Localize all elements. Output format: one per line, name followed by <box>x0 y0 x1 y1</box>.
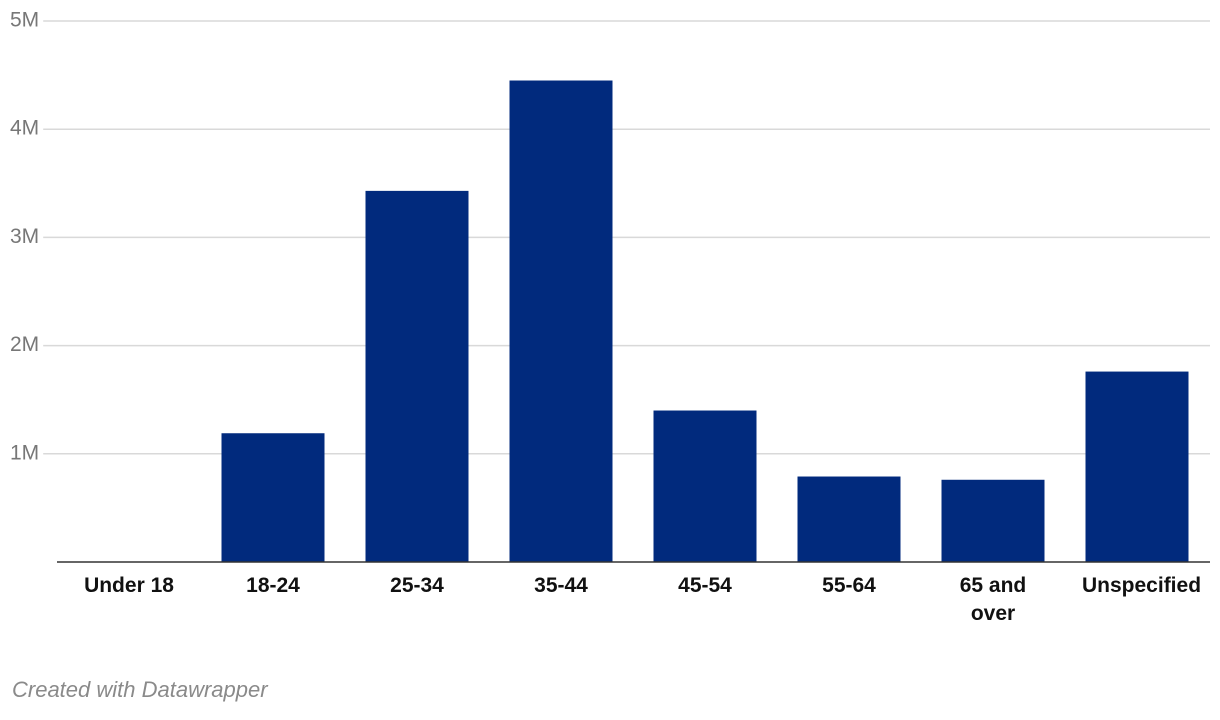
x-tick-label: 65 and over <box>959 574 1027 625</box>
tick-label-bg <box>8 121 44 138</box>
bar <box>221 433 325 562</box>
tick-label-bg <box>8 229 44 246</box>
x-tick-label-box: 25-34 <box>345 572 489 600</box>
x-tick-label: 45-54 <box>678 574 732 597</box>
bar <box>653 410 757 562</box>
x-tick-label: 25-34 <box>390 574 444 597</box>
tick-label-bg <box>8 445 44 462</box>
x-tick-label: 18-24 <box>246 574 300 597</box>
x-tick-label: Unspecified <box>1082 574 1202 597</box>
x-tick-label-box: Under 18 <box>57 572 201 600</box>
tick-label-bg <box>8 13 44 29</box>
y-tick-label: 4M <box>10 117 39 140</box>
x-tick-label-box: 18-24 <box>201 572 345 600</box>
bar <box>1085 371 1189 562</box>
x-tick-label: 35-44 <box>534 574 588 597</box>
x-tick-label-box: 65 and over <box>921 572 1065 628</box>
x-tick-label-box: 35-44 <box>489 572 633 600</box>
bar <box>797 476 901 562</box>
x-tick-label: Under 18 <box>84 574 174 597</box>
x-tick-label: 55-64 <box>822 574 876 597</box>
footer: Created with Datawrapper <box>12 677 268 702</box>
x-tick-label-box: 55-64 <box>777 572 921 600</box>
tick-label-bg <box>8 337 44 354</box>
y-tick-label: 1M <box>10 441 39 464</box>
y-tick-label: 2M <box>10 333 39 356</box>
y-tick-label: 5M <box>10 9 39 32</box>
bar <box>941 479 1045 562</box>
x-tick-label-box: Unspecified <box>1065 572 1209 600</box>
bar <box>509 80 613 562</box>
y-tick-label: 3M <box>10 225 39 248</box>
bar <box>365 190 469 562</box>
x-tick-label-box: 45-54 <box>633 572 777 600</box>
